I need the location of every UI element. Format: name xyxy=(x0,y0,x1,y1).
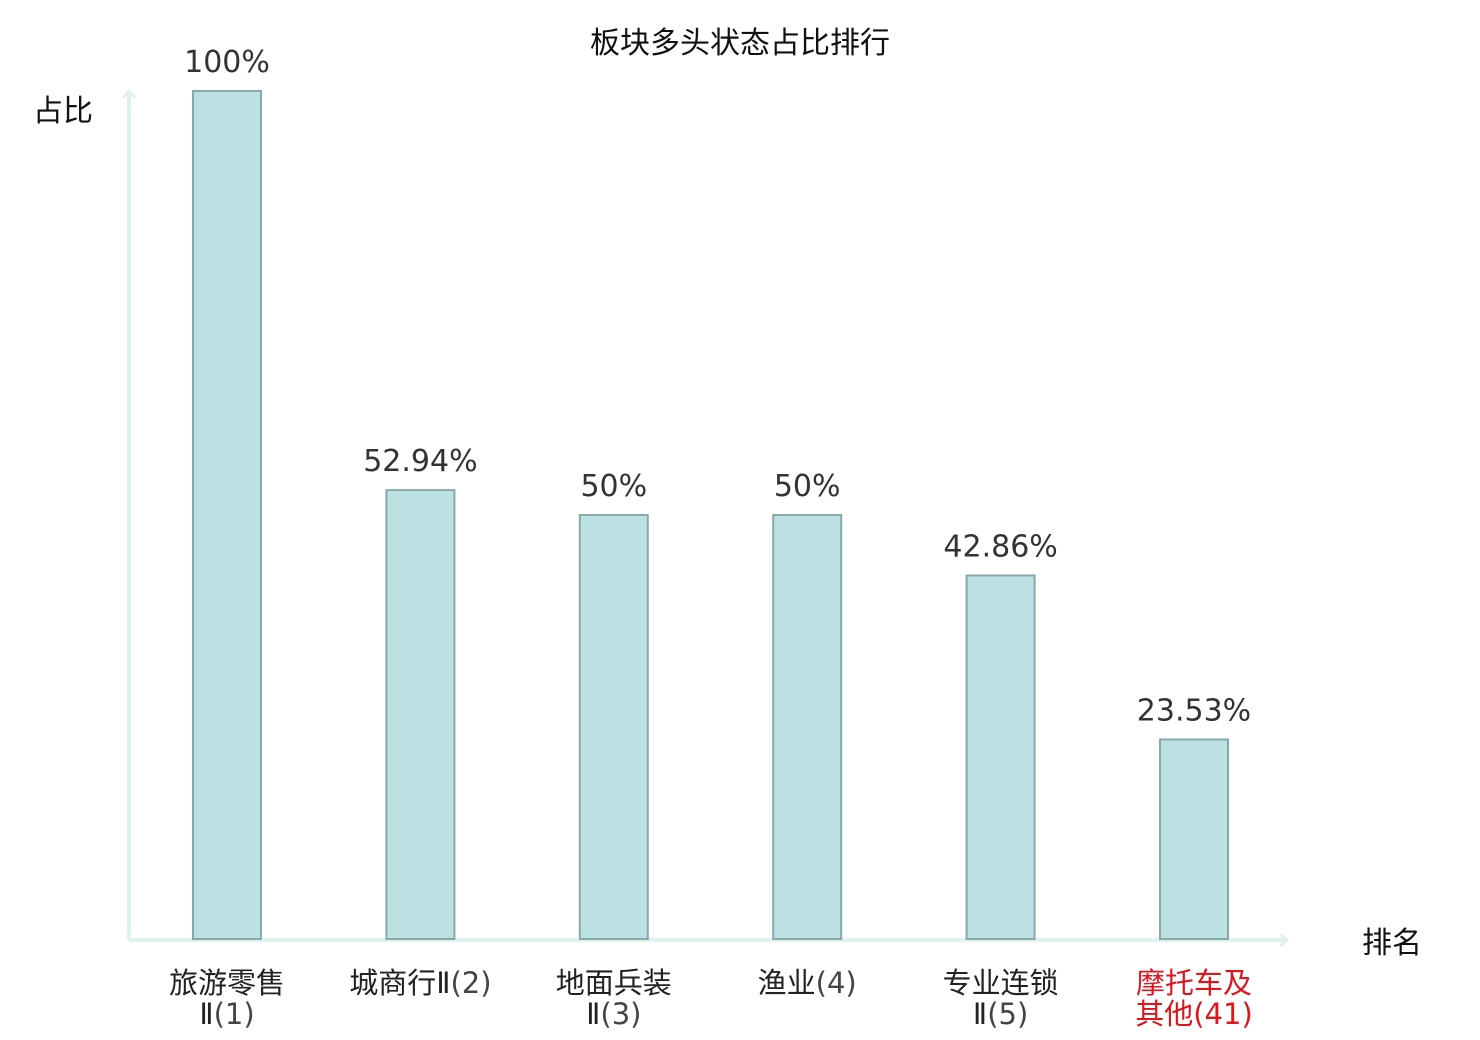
value-label-6: 23.53% xyxy=(1137,694,1251,729)
category-name-line: 城商行Ⅱ xyxy=(349,966,450,1000)
bar-3 xyxy=(578,514,649,940)
category-rank: (5) xyxy=(987,997,1028,1031)
bar-2 xyxy=(385,489,456,940)
category-name-line: Ⅱ xyxy=(973,997,987,1031)
category-label-4: 渔业(4) xyxy=(758,966,857,1000)
bar-1 xyxy=(192,90,262,940)
category-label-2: 城商行Ⅱ(2) xyxy=(349,966,491,1000)
category-name-line: 其他 xyxy=(1135,997,1193,1031)
category-name-line: 旅游零售 xyxy=(169,966,285,1000)
value-label-2: 52.94% xyxy=(363,444,477,479)
value-label-1: 100% xyxy=(184,45,270,80)
category-name-line: 专业连锁 xyxy=(943,966,1059,1000)
value-label-5: 42.86% xyxy=(943,530,1057,565)
category-name-line: 渔业 xyxy=(758,966,816,1000)
y-axis-label: 占比 xyxy=(33,94,93,129)
bar-5 xyxy=(965,574,1036,940)
category-rank: (1) xyxy=(214,997,255,1031)
value-label-3: 50% xyxy=(580,469,647,504)
category-rank: (4) xyxy=(816,966,857,1000)
bar-4 xyxy=(772,514,843,940)
bar-6 xyxy=(1159,738,1229,940)
category-name-line: 摩托车及 xyxy=(1136,966,1252,1000)
category-rank: (3) xyxy=(600,997,641,1031)
category-label-3: 地面兵装 Ⅱ(3) xyxy=(556,966,672,1031)
category-name-line: Ⅱ xyxy=(586,997,600,1031)
category-label-5: 专业连锁 Ⅱ(5) xyxy=(943,966,1059,1031)
x-axis-label: 排名 xyxy=(1362,926,1422,961)
bars-group xyxy=(192,90,1229,940)
value-labels-group: 100% 52.94% 50% 50% 42.86% 23.53% xyxy=(184,45,1251,729)
category-label-6: 摩托车及其他(41) xyxy=(1135,966,1253,1031)
category-rank: (41) xyxy=(1193,997,1253,1031)
value-label-4: 50% xyxy=(774,469,841,504)
category-label-1: 旅游零售 Ⅱ(1) xyxy=(169,966,285,1031)
category-name-line: Ⅱ xyxy=(199,997,213,1031)
category-name-line: 地面兵装 xyxy=(556,966,672,1000)
chart-title: 板块多头状态占比排行 xyxy=(590,26,890,61)
category-rank: (2) xyxy=(450,966,491,1000)
category-labels-group: 旅游零售 Ⅱ(1)城商行Ⅱ(2) 地面兵装 Ⅱ(3)渔业(4) 专业连锁 Ⅱ(5)摩托车及… xyxy=(169,966,1253,1031)
